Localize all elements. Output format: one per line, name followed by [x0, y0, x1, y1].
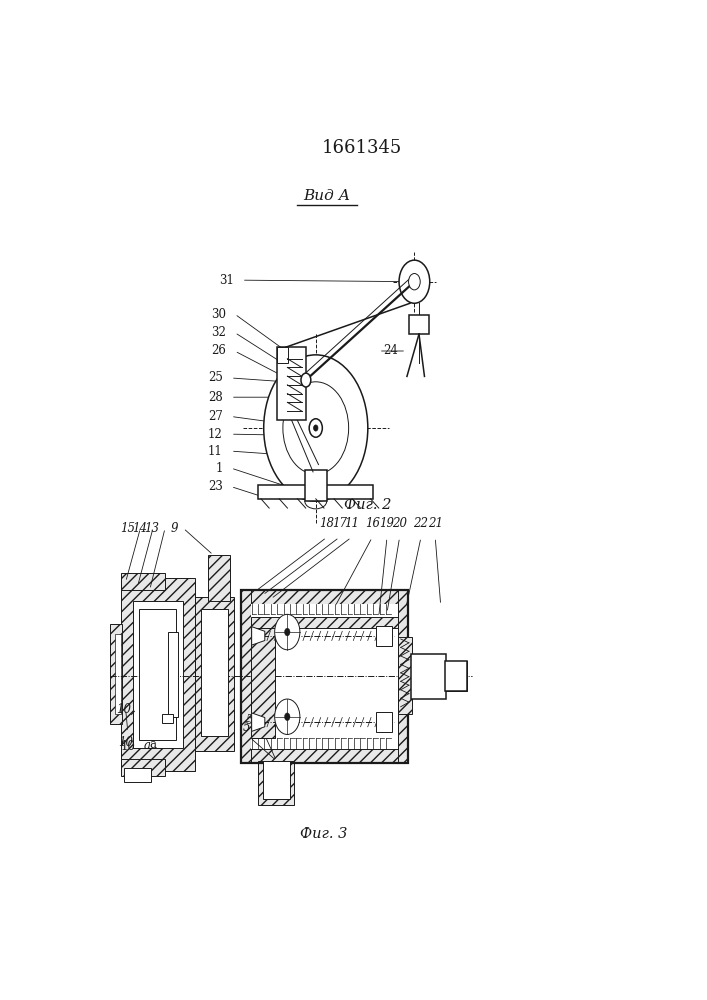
Bar: [398, 590, 408, 763]
Bar: [398, 637, 411, 714]
Text: 10: 10: [118, 736, 133, 749]
Text: 10: 10: [120, 740, 135, 753]
Text: Фиг. 3: Фиг. 3: [300, 827, 348, 841]
Bar: [122, 759, 165, 776]
Circle shape: [284, 713, 290, 721]
Circle shape: [284, 628, 290, 636]
Text: 22: 22: [414, 517, 428, 530]
Text: 9: 9: [170, 522, 177, 535]
Text: 10: 10: [116, 703, 131, 716]
Bar: [240, 749, 408, 763]
Text: 16: 16: [365, 517, 380, 530]
Text: a: a: [149, 738, 156, 751]
Text: 32: 32: [211, 326, 226, 339]
Text: 31: 31: [218, 274, 233, 287]
Bar: [250, 628, 275, 738]
Bar: [115, 634, 122, 714]
Bar: [258, 761, 294, 805]
Circle shape: [275, 614, 300, 650]
Bar: [409, 315, 429, 334]
Text: 14: 14: [132, 522, 148, 535]
Circle shape: [409, 274, 420, 290]
Polygon shape: [252, 713, 265, 731]
Circle shape: [275, 699, 300, 734]
Text: 27: 27: [208, 410, 223, 423]
Bar: [195, 597, 233, 751]
Circle shape: [399, 260, 430, 303]
Text: 17: 17: [332, 517, 347, 530]
Text: a: a: [141, 703, 148, 716]
Text: 30: 30: [211, 308, 226, 321]
Bar: [305, 470, 327, 501]
Bar: [376, 626, 392, 646]
Circle shape: [309, 419, 322, 437]
Text: 21: 21: [428, 517, 443, 530]
Bar: [445, 661, 467, 691]
Bar: [110, 624, 122, 724]
Bar: [240, 590, 408, 763]
Bar: [277, 347, 306, 420]
Bar: [445, 661, 467, 691]
Text: 13: 13: [145, 522, 160, 535]
Bar: [411, 654, 446, 699]
Text: 5: 5: [243, 721, 250, 734]
Bar: [201, 609, 228, 736]
Text: 1: 1: [215, 462, 223, 475]
Text: 5: 5: [245, 714, 253, 727]
Text: 23: 23: [208, 480, 223, 493]
Text: 24: 24: [383, 344, 398, 358]
Text: Фиг. 2: Фиг. 2: [344, 498, 392, 512]
Bar: [277, 347, 288, 363]
Bar: [134, 601, 182, 748]
Bar: [250, 604, 398, 749]
Bar: [163, 714, 173, 723]
Text: 12: 12: [208, 428, 223, 441]
Text: 11: 11: [344, 517, 359, 530]
Bar: [262, 761, 290, 799]
Text: 1661345: 1661345: [322, 139, 402, 157]
Text: 18: 18: [320, 517, 334, 530]
Bar: [208, 555, 230, 601]
Bar: [168, 632, 177, 717]
Bar: [139, 609, 176, 740]
Bar: [250, 617, 398, 628]
Polygon shape: [252, 627, 265, 645]
Bar: [240, 590, 408, 604]
Text: Вид А: Вид А: [303, 189, 350, 203]
Circle shape: [301, 373, 311, 387]
Circle shape: [264, 355, 368, 501]
Bar: [122, 573, 165, 590]
Text: 20: 20: [392, 517, 407, 530]
Circle shape: [314, 425, 318, 431]
Bar: [376, 712, 392, 732]
Text: 11: 11: [208, 445, 223, 458]
Text: 19: 19: [380, 517, 395, 530]
Bar: [124, 768, 151, 782]
Bar: [258, 485, 373, 499]
Text: 25: 25: [208, 371, 223, 384]
Circle shape: [283, 382, 349, 474]
Text: 26: 26: [211, 344, 226, 358]
Text: 15: 15: [120, 522, 135, 535]
Bar: [122, 578, 195, 771]
Bar: [240, 590, 250, 763]
Text: a: a: [144, 739, 151, 752]
Text: 28: 28: [208, 391, 223, 404]
